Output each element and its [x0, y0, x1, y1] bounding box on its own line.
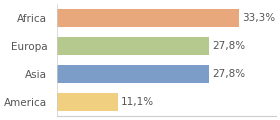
Bar [57, 37, 209, 55]
Text: 27,8%: 27,8% [212, 41, 246, 51]
Bar [57, 9, 239, 27]
Text: 11,1%: 11,1% [121, 97, 154, 107]
Text: 33,3%: 33,3% [242, 13, 276, 23]
Bar [57, 65, 209, 83]
Text: 27,8%: 27,8% [212, 69, 246, 79]
Bar [57, 93, 118, 111]
